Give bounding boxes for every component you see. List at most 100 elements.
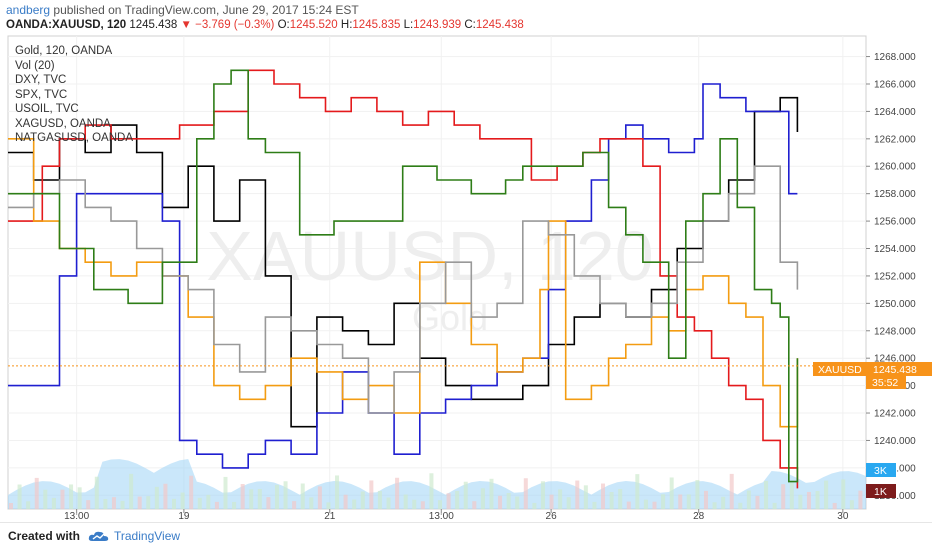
volume-bar: [815, 491, 820, 509]
volume-bar: [257, 488, 262, 509]
volume-bar: [129, 473, 134, 509]
y-tick-label: 1248.000: [874, 326, 916, 337]
volume-bar: [832, 502, 837, 509]
series-line-natgas: [8, 69, 799, 483]
volume-bar: [197, 497, 202, 509]
volume-bar: [317, 486, 322, 509]
volume-bar: [806, 491, 811, 509]
x-tick-label: 13:00: [429, 511, 454, 522]
y-tick-label: 1240.000: [874, 436, 916, 447]
price-axis[interactable]: 1236.0001238.0001240.0001242.0001244.000…: [866, 52, 916, 502]
volume-bar: [283, 481, 288, 509]
volume-bar: [403, 494, 408, 509]
volume-bar: [154, 486, 159, 509]
volume-bar: [60, 489, 65, 509]
volume-bar: [772, 502, 777, 509]
price-tag-value: 1245.438: [873, 364, 917, 376]
volume-bar: [274, 484, 279, 509]
chart-header: andberg published on TradingView.com, Ju…: [0, 0, 932, 36]
price-tag-bg: [813, 362, 932, 376]
volume-bar: [438, 500, 442, 509]
price-change: −3.769 (−0.3%): [195, 19, 275, 31]
y-tick-label: 1254.000: [874, 244, 916, 255]
legend-gold[interactable]: Gold, 120, OANDA: [15, 45, 113, 57]
y-tick-label: 1264.000: [874, 107, 916, 118]
volume-bar: [498, 495, 503, 509]
legend-dxy[interactable]: DXY, TVC: [15, 74, 67, 86]
volume-bar: [446, 493, 451, 509]
symbol-label: OANDA:XAUUSD, 120: [6, 19, 127, 31]
legend-usoil[interactable]: USOIL, TVC: [15, 103, 79, 115]
volume-bar: [214, 501, 219, 509]
legend-spx[interactable]: SPX, TVC: [15, 88, 68, 101]
publish-info: published on TradingView.com, June 29, 2…: [53, 3, 359, 17]
y-tick-label: 1262.000: [874, 134, 916, 145]
volume-bar: [781, 484, 786, 509]
y-tick-label: 1242.000: [874, 409, 916, 420]
volume-bar: [472, 501, 477, 509]
created-with-label: Created with: [8, 529, 81, 543]
series-lines: [8, 69, 799, 489]
volume-bar: [240, 484, 245, 509]
y-tick-label: 1258.000: [874, 189, 916, 200]
volume-bar: [43, 489, 48, 509]
quote-line: OANDA:XAUUSD, 120 1245.438 ▼ −3.769 (−0.…: [6, 19, 524, 31]
time-axis[interactable]: 13:00 19 21 13:00 26 28 30: [64, 509, 849, 522]
tradingview-link[interactable]: TradingView: [88, 529, 180, 543]
volume-bar: [455, 491, 460, 509]
volume-bar: [343, 494, 348, 509]
axis-tags: XAUUSD 1245.438 35:52 3K 1K: [813, 362, 932, 498]
volume-bar: [532, 502, 537, 509]
volume-bar: [678, 494, 683, 509]
x-tick-label: 13:00: [64, 511, 89, 522]
volume-bar: [360, 491, 365, 509]
volume-bar: [669, 477, 674, 509]
close-label: C:: [464, 19, 476, 31]
volume-bar: [232, 501, 237, 509]
volume-bar: [566, 497, 571, 509]
close-value: 1245.438: [475, 19, 524, 31]
legend-xagusd[interactable]: XAGUSD, OANDA: [15, 117, 111, 130]
volume-bar: [386, 497, 391, 509]
volume-bar: [335, 475, 340, 509]
y-tick-label: 1268.000: [874, 52, 916, 63]
footer: Created with TradingView: [0, 522, 932, 550]
volume-bar: [206, 494, 211, 509]
volume-tag-blue: 3K: [874, 465, 887, 477]
volume-bar: [309, 497, 314, 509]
volume-bar: [352, 499, 357, 509]
volume-bar: [111, 497, 116, 509]
symbol-watermark: XAUUSD, 120 Gold: [206, 217, 653, 338]
volume-bar: [480, 488, 485, 509]
y-tick-label: 1252.000: [874, 271, 916, 282]
y-tick-label: 1260.000: [874, 162, 916, 173]
volume-bar: [601, 483, 606, 509]
volume-bar: [300, 483, 305, 509]
low-value: 1243.939: [413, 19, 462, 31]
legend-natgas[interactable]: NATGASUSD, OANDA: [15, 132, 133, 144]
volume-bar: [824, 480, 829, 509]
legend-volume[interactable]: Vol (20): [15, 59, 55, 72]
volume-bar: [292, 501, 297, 509]
volume-bar: [549, 494, 554, 509]
volume-bar: [635, 474, 640, 509]
x-tick-label: 28: [693, 511, 705, 522]
volume-pane: [8, 459, 866, 509]
volume-bar: [575, 480, 580, 509]
price-chart[interactable]: XAUUSD, 120 Gold 1236.0001238.0001240.00…: [0, 0, 932, 522]
volume-bar: [523, 478, 528, 509]
countdown-tag-bg: [866, 376, 906, 389]
volume-bar: [592, 501, 597, 509]
volume-bar: [77, 487, 82, 509]
volume-bar: [712, 502, 717, 509]
volume-bar: [703, 490, 708, 509]
volume-bar: [180, 492, 185, 509]
author-link[interactable]: andberg: [6, 3, 51, 17]
volume-tag-blue-bg: [866, 463, 896, 477]
publish-byline: andberg published on TradingView.com, Ju…: [6, 3, 359, 17]
price-tag-symbol: XAUUSD: [818, 364, 862, 376]
volume-bar: [506, 493, 511, 509]
volume-bar: [463, 481, 468, 509]
low-label: L:: [403, 19, 414, 31]
volume-tag-dark-bg: [866, 484, 896, 498]
